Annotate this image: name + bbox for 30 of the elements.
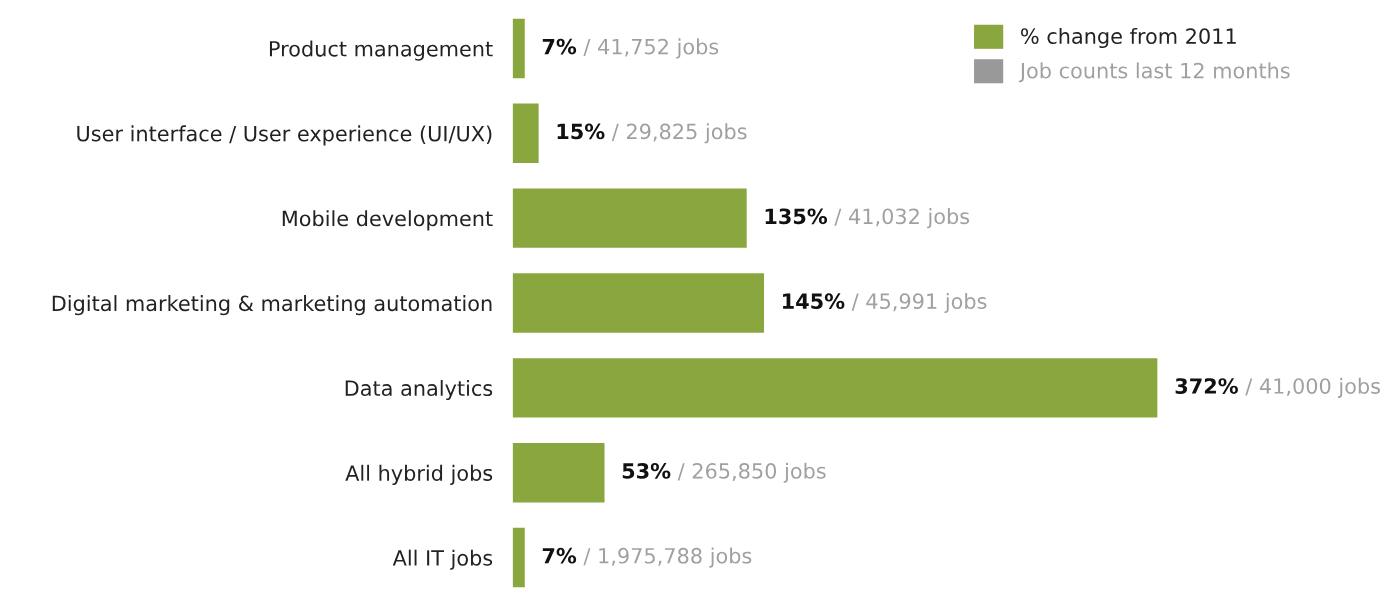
bar: [512, 103, 539, 163]
bar: [512, 273, 765, 333]
bar: [512, 443, 605, 503]
data-label: 7%: [542, 547, 577, 564]
text: / 41,000 jobs: [1245, 377, 1380, 398]
text: / 265,850 jobs: [677, 462, 826, 483]
bar: [512, 188, 747, 248]
legend-label: % change from 2011: [1021, 27, 1236, 49]
text: / 41,032 jobs: [834, 208, 970, 229]
text: / 45,991 jobs: [851, 292, 987, 314]
y-tick-label: All IT jobs: [392, 549, 493, 570]
data-label: 53%: [622, 463, 671, 479]
y-tick-label: All hybrid jobs: [345, 464, 493, 485]
text: / 1,975,788 jobs: [583, 547, 752, 568]
y-tick-label: User interface / User experience (UI/UX): [77, 125, 492, 146]
text: / 29,825 jobs: [611, 123, 747, 144]
bar: [512, 18, 525, 79]
bar: [512, 527, 525, 588]
data-label: 15%: [557, 123, 605, 140]
y-tick-label: Digital marketing & marketing automation: [52, 295, 492, 316]
y-tick-label: Data analytics: [345, 379, 493, 401]
text: / 41,752 jobs: [583, 38, 719, 59]
y-tick-label: Product management: [269, 40, 493, 61]
data-label: 135%: [765, 208, 828, 225]
legend-label: Job counts last 12 months: [1018, 62, 1290, 83]
data-label: 145%: [783, 293, 845, 310]
bar: [512, 358, 1158, 418]
data-label: 372%: [1175, 378, 1238, 394]
y-tick-label: Mobile development: [282, 210, 493, 231]
data-label: 7%: [542, 38, 577, 55]
